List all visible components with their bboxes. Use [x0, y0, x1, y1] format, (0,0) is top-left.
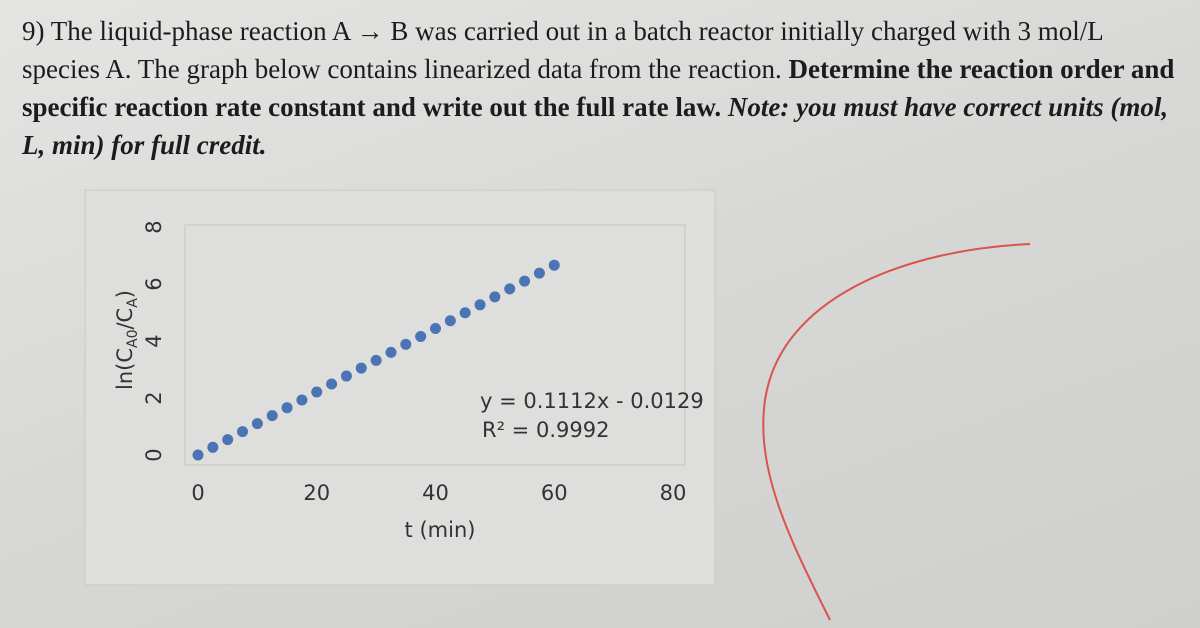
data-point: [430, 322, 441, 334]
data-point: [266, 410, 278, 422]
data-point: [281, 402, 293, 414]
handwritten-mark: [762, 243, 1031, 621]
y-axis-label-part: A0: [125, 330, 141, 348]
data-point: [251, 418, 263, 430]
y-tick-label: 2: [142, 391, 166, 404]
data-point: [519, 275, 531, 287]
question: 9) The liquid-phase reaction A → B was c…: [22, 12, 1182, 164]
x-tick-label: 80: [660, 481, 687, 505]
y-axis-label: ln(CA0/CA): [113, 290, 141, 390]
x-tick-label: 60: [541, 481, 568, 505]
data-point: [355, 362, 367, 374]
x-tick-label: 20: [303, 481, 330, 505]
y-axis-label-part: ): [113, 290, 137, 298]
y-axis-label-part: /C: [113, 308, 137, 330]
data-point: [415, 330, 427, 342]
x-tick-label: 0: [191, 481, 204, 505]
question-text: The liquid-phase reaction A → B was carr…: [22, 16, 1103, 84]
plot-area: [184, 224, 686, 466]
question-note: Note: you must have correct units (mol, …: [22, 92, 1169, 160]
data-point: [192, 449, 204, 461]
data-point: [474, 299, 486, 311]
y-tick-label: 4: [142, 334, 166, 347]
data-point: [548, 259, 560, 271]
annotation: y = 0.1112x - 0.0129: [480, 389, 704, 413]
data-point: [222, 434, 234, 446]
data-point: [311, 386, 323, 398]
chart-frame: [84, 189, 716, 586]
y-tick-label: 6: [142, 277, 166, 290]
data-point: [489, 291, 501, 303]
y-tick-label: 8: [142, 220, 166, 233]
data-point: [340, 370, 352, 382]
annotation: R² = 0.9992: [482, 418, 609, 442]
data-point: [459, 307, 471, 319]
data-point: [326, 378, 338, 390]
x-tick-label: 40: [422, 481, 449, 505]
data-point: [237, 426, 249, 438]
y-tick-label: 0: [142, 448, 166, 461]
y-axis-label-part: A: [125, 298, 141, 308]
data-point: [296, 394, 308, 406]
question-number: 9): [22, 16, 45, 46]
x-axis-label: t (min): [405, 518, 476, 542]
data-point: [504, 283, 516, 295]
data-point: [400, 338, 412, 350]
data-point: [444, 315, 456, 327]
data-point: [207, 441, 219, 453]
question-instruction: Determine the reaction order and specifi…: [22, 54, 1175, 122]
data-point: [385, 346, 397, 358]
data-point: [533, 267, 545, 279]
y-axis-label-part: ln(C: [113, 348, 137, 390]
data-point: [370, 354, 382, 366]
